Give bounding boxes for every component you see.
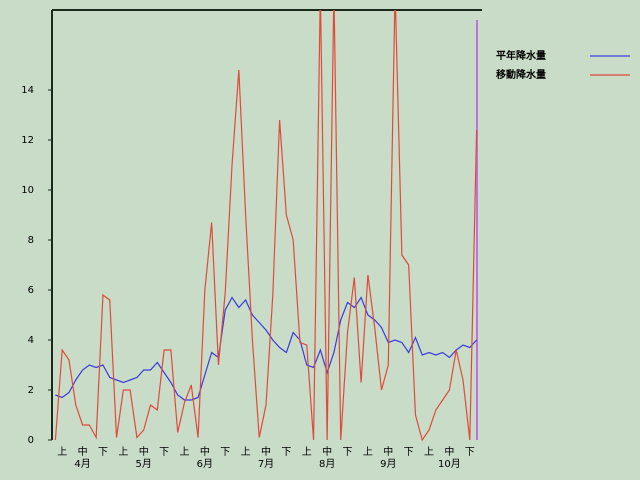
month-label: 6月 (197, 458, 213, 470)
x-tick-label: 上 (179, 446, 189, 458)
month-label: 4月 (74, 458, 90, 470)
y-tick-label: 10 (21, 185, 34, 196)
x-tick-label: 上 (363, 446, 373, 458)
y-tick-label: 6 (28, 285, 34, 296)
y-tick-label: 14 (21, 85, 34, 96)
month-label: 7月 (258, 458, 274, 470)
x-tick-label: 下 (281, 447, 291, 458)
y-tick-label: 2 (28, 385, 34, 396)
x-tick-label: 上 (302, 446, 312, 458)
y-tick-label: 0 (28, 435, 34, 446)
y-tick-label: 12 (21, 135, 34, 146)
x-tick-label: 上 (424, 446, 434, 458)
legend-label: 平年降水量 (496, 49, 546, 62)
x-tick-label: 上 (118, 446, 128, 458)
month-label: 10月 (438, 458, 461, 470)
series-line (54, 10, 478, 442)
month-label: 9月 (380, 458, 396, 470)
x-tick-label: 下 (98, 447, 108, 458)
x-tick-label: 中 (322, 445, 332, 458)
x-tick-label: 中 (200, 445, 210, 458)
series-line (55, 296, 478, 401)
x-tick-label: 上 (241, 446, 251, 458)
x-tick-label: 中 (383, 445, 393, 458)
x-tick-label: 下 (159, 447, 169, 458)
y-tick-label: 8 (28, 235, 34, 246)
x-tick-label: 下 (220, 447, 230, 458)
x-tick-label: 下 (343, 447, 353, 458)
x-tick-label: 中 (444, 445, 454, 458)
x-tick-label: 上 (57, 446, 67, 458)
x-tick-label: 下 (465, 447, 475, 458)
x-tick-label: 下 (404, 447, 414, 458)
month-label: 5月 (136, 458, 152, 470)
month-label: 8月 (319, 458, 335, 470)
x-tick-label: 中 (261, 445, 271, 458)
legend-label: 移動降水量 (496, 68, 546, 81)
x-tick-label: 中 (78, 445, 88, 458)
y-tick-label: 4 (28, 335, 34, 346)
x-tick-label: 中 (139, 445, 149, 458)
